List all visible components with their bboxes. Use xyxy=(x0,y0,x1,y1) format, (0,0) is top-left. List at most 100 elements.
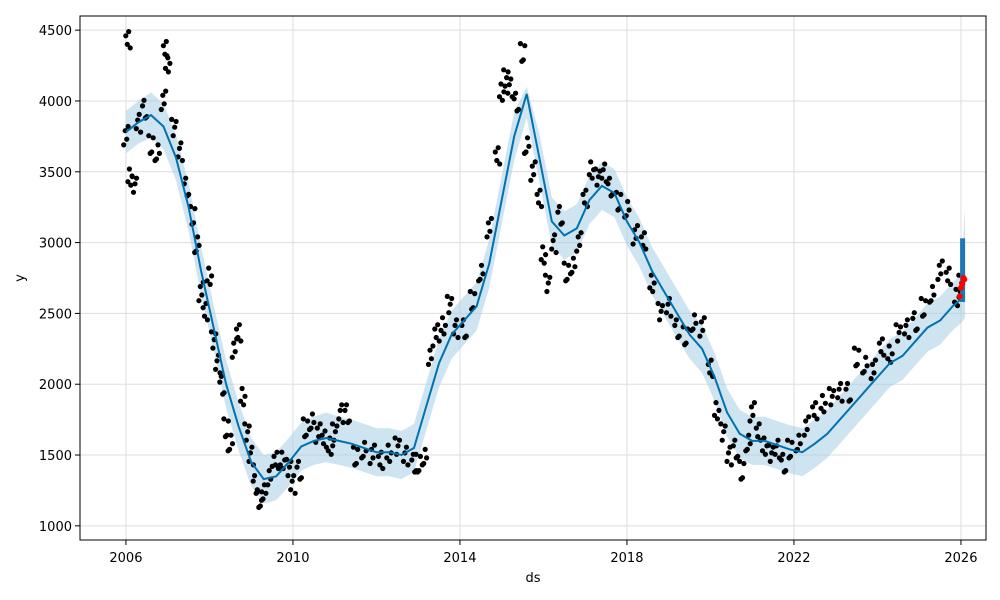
observed-point xyxy=(522,43,528,49)
observed-point xyxy=(538,203,545,210)
observed-point xyxy=(657,317,663,323)
observed-point xyxy=(239,385,245,392)
observed-point xyxy=(897,324,904,330)
x-tick-label: 2006 xyxy=(109,551,142,566)
observed-point xyxy=(592,166,599,172)
observed-point xyxy=(515,106,522,113)
observed-point xyxy=(384,455,390,461)
observed-point xyxy=(499,97,505,103)
observed-point xyxy=(303,432,309,438)
observed-point xyxy=(494,157,500,164)
observed-point xyxy=(246,423,252,429)
observed-point xyxy=(575,234,581,240)
observed-point xyxy=(242,393,248,399)
observed-point xyxy=(672,322,678,328)
observed-point xyxy=(133,175,140,181)
observed-point xyxy=(735,453,741,459)
observed-point xyxy=(939,258,945,264)
observed-point xyxy=(192,206,198,212)
observed-point xyxy=(173,118,179,125)
observed-point xyxy=(529,163,535,169)
observed-point xyxy=(906,334,912,341)
observed-point xyxy=(232,349,238,355)
observed-point xyxy=(570,255,577,261)
observed-point xyxy=(350,444,356,450)
observed-point xyxy=(200,305,206,311)
observed-point xyxy=(400,458,407,464)
observed-point xyxy=(716,407,722,413)
observed-point xyxy=(767,458,773,464)
observed-point xyxy=(889,351,895,357)
y-tick-label: 2000 xyxy=(39,378,72,393)
observed-point xyxy=(472,291,478,297)
observed-point xyxy=(630,241,636,247)
observed-point xyxy=(921,312,927,318)
observed-point xyxy=(844,380,851,387)
observed-point xyxy=(691,312,698,318)
observed-point xyxy=(719,437,725,443)
observed-point xyxy=(751,400,758,406)
observed-point xyxy=(778,457,784,463)
observed-point xyxy=(314,425,320,431)
observed-point xyxy=(708,357,714,363)
observed-point xyxy=(540,244,546,250)
observed-point xyxy=(822,400,829,406)
observed-point xyxy=(543,252,549,258)
observed-point xyxy=(572,264,578,270)
observed-point xyxy=(835,395,841,401)
observed-point xyxy=(523,149,529,155)
observed-point xyxy=(856,347,862,353)
observed-point xyxy=(160,92,166,98)
y-tick-label: 3500 xyxy=(39,166,72,181)
observed-point xyxy=(286,464,293,470)
observed-point xyxy=(325,448,331,454)
observed-point xyxy=(377,462,383,468)
observed-point xyxy=(698,319,705,325)
observed-point xyxy=(484,234,490,240)
x-tick-label: 2014 xyxy=(443,551,476,566)
observed-point xyxy=(780,451,786,457)
observed-point xyxy=(430,343,436,349)
observed-point xyxy=(547,274,553,280)
observed-point xyxy=(508,76,514,82)
observed-point xyxy=(647,285,653,291)
observed-point xyxy=(868,376,874,382)
observed-point xyxy=(746,432,752,438)
observed-point xyxy=(697,333,703,339)
observed-point xyxy=(501,89,507,95)
observed-point xyxy=(732,437,738,443)
observed-point xyxy=(167,60,173,66)
observed-point xyxy=(721,429,727,435)
observed-point xyxy=(759,448,766,454)
observed-point xyxy=(254,487,260,493)
observed-point xyxy=(241,402,247,408)
observed-point xyxy=(146,133,152,139)
observed-point xyxy=(797,441,803,447)
observed-point xyxy=(796,432,802,438)
observed-point xyxy=(488,215,494,222)
observed-point xyxy=(178,140,184,146)
x-axis-ticks: 2006 2010 2014 2018 2022 2026 xyxy=(109,540,977,566)
observed-point xyxy=(449,295,455,302)
observed-point xyxy=(124,136,130,142)
observed-point xyxy=(556,203,563,210)
observed-point xyxy=(538,257,544,263)
observed-point xyxy=(197,283,203,290)
observed-point xyxy=(153,156,160,162)
observed-point xyxy=(665,301,671,307)
observed-point xyxy=(885,356,891,362)
observed-point xyxy=(801,432,807,438)
uncertainty-band xyxy=(125,86,966,504)
observed-point xyxy=(125,179,131,185)
forecast-line xyxy=(125,93,962,481)
observed-point xyxy=(943,269,949,275)
observed-point xyxy=(602,161,608,167)
observed-point xyxy=(651,280,657,286)
observed-point xyxy=(233,326,240,332)
observed-point xyxy=(162,65,169,71)
observed-point xyxy=(288,487,294,493)
observed-point xyxy=(821,409,827,415)
observed-point xyxy=(495,145,501,151)
observed-point xyxy=(711,412,718,418)
observed-point xyxy=(496,94,503,100)
